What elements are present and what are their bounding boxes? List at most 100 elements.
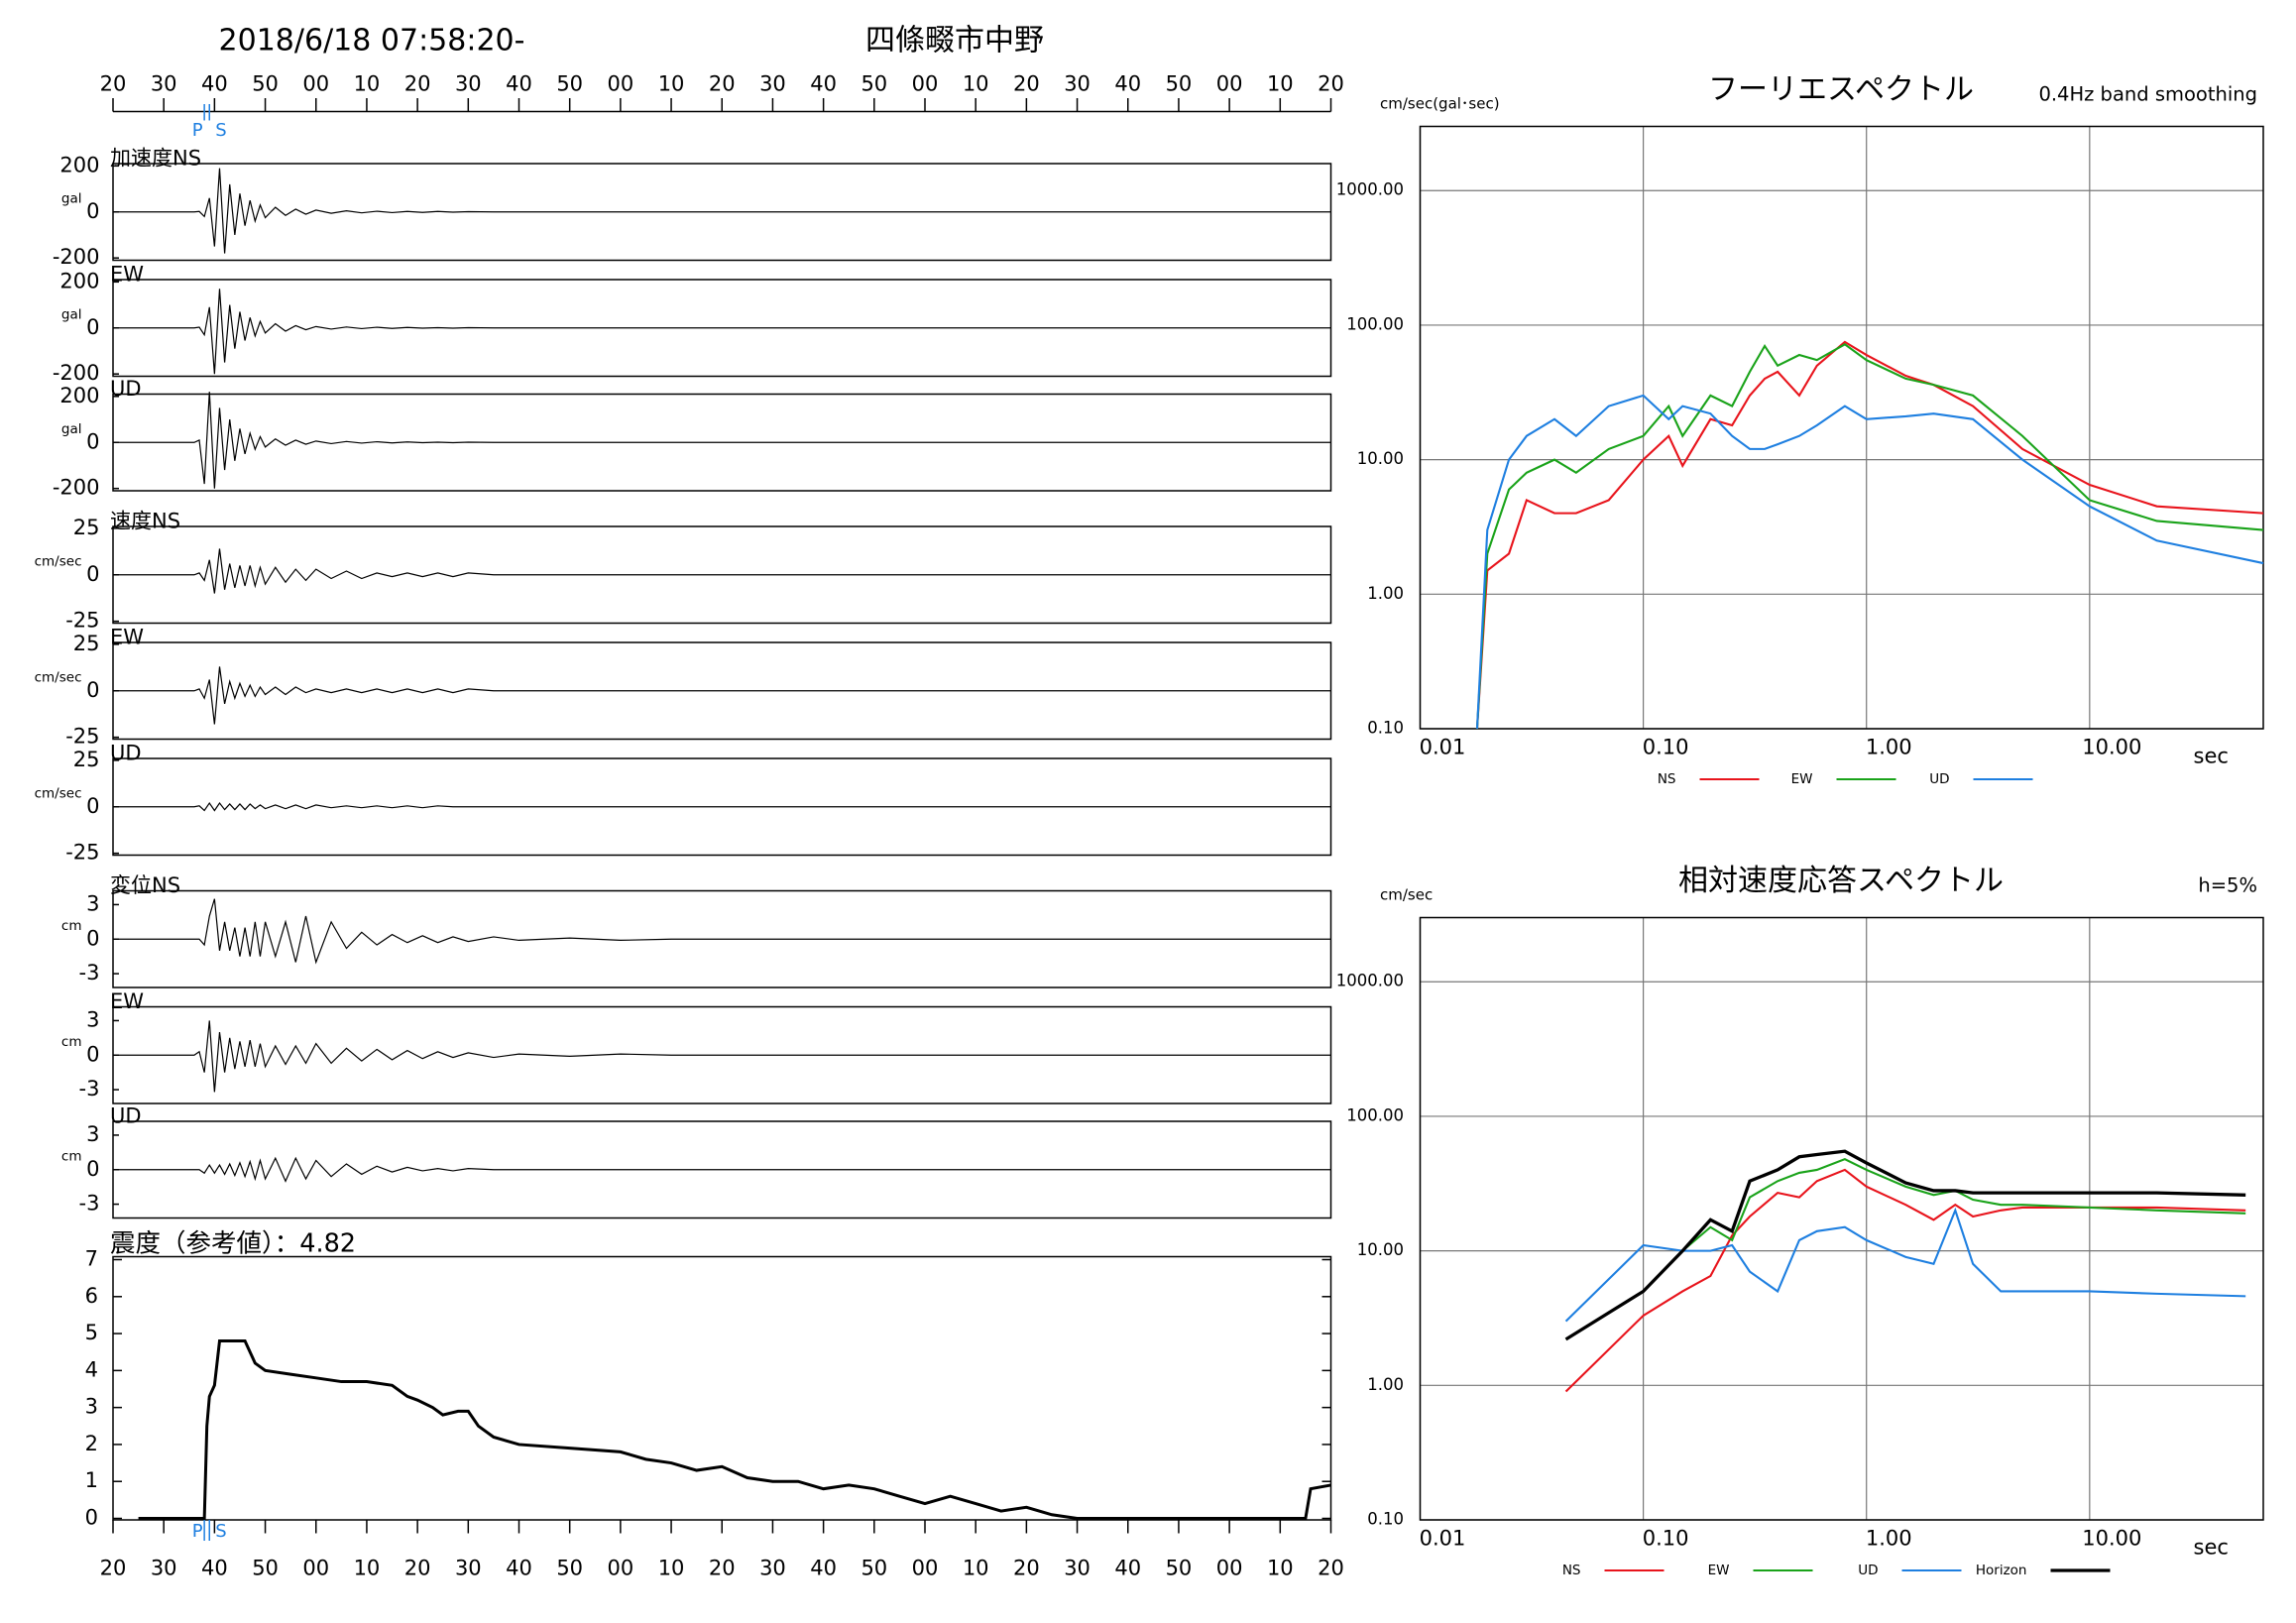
legend-label: NS xyxy=(1562,1563,1581,1578)
x-tick-label: 40 xyxy=(201,1557,228,1580)
unit-label: gal xyxy=(61,190,82,206)
legend-label: NS xyxy=(1658,771,1676,787)
x-tick-label: 40 xyxy=(506,72,532,96)
y-tick-label: 0 xyxy=(86,199,99,223)
x-axis-label: sec xyxy=(2194,1536,2229,1560)
panel-label: UD xyxy=(110,1104,142,1128)
legend-label: UD xyxy=(1929,771,1949,787)
x-tick-label: 20 xyxy=(404,1557,431,1580)
x-tick-label: 00 xyxy=(1216,72,1243,96)
y-tick-label: 1.00 xyxy=(1367,584,1404,603)
y-axis-label: cm/sec xyxy=(1380,886,1433,904)
legend-label: EW xyxy=(1791,771,1813,787)
series-line xyxy=(1564,1158,2246,1340)
x-tick-label: 00 xyxy=(912,72,939,96)
series-line xyxy=(1564,1168,2246,1393)
phase-label: P xyxy=(192,120,203,141)
x-tick-label: 20 xyxy=(1013,72,1040,96)
waveform-trace xyxy=(113,801,1331,812)
chart-subtitle: 0.4Hz band smoothing xyxy=(2038,83,2257,106)
y-tick-label: 25 xyxy=(73,516,100,539)
x-tick-label: 20 xyxy=(404,72,431,96)
phase-label: S xyxy=(215,1521,226,1542)
x-tick-label: 50 xyxy=(1166,72,1193,96)
chart-title: 震度（参考値）：4.82 xyxy=(110,1229,356,1259)
x-tick-label: 50 xyxy=(556,1557,583,1580)
panel-label: EW xyxy=(110,626,144,649)
x-tick-label: 0.01 xyxy=(1420,736,1466,759)
x-tick-label: 20 xyxy=(1013,1557,1040,1580)
plot-frame xyxy=(1419,916,2264,1521)
y-tick-label: 0.10 xyxy=(1367,1510,1404,1529)
y-tick-label: -3 xyxy=(79,1192,100,1216)
x-tick-label: 40 xyxy=(1114,72,1141,96)
y-tick-label: 3 xyxy=(86,1122,99,1146)
unit-label: cm xyxy=(61,1034,82,1050)
x-tick-label: 40 xyxy=(810,72,837,96)
x-tick-label: 20 xyxy=(1318,1557,1344,1580)
y-tick-label: 1000.00 xyxy=(1336,972,1404,990)
y-tick-label: 1000.00 xyxy=(1336,180,1404,199)
x-tick-label: 30 xyxy=(759,72,786,96)
y-tick-label: 100.00 xyxy=(1346,314,1404,333)
x-tick-label: 30 xyxy=(455,72,482,96)
x-tick-label: 00 xyxy=(1216,1557,1243,1580)
x-tick-label: 0.10 xyxy=(1643,736,1689,759)
waveform-trace xyxy=(113,1156,1331,1183)
y-tick-label: 25 xyxy=(73,748,100,771)
x-tick-label: 10 xyxy=(1267,1557,1294,1580)
unit-label: cm/sec xyxy=(35,669,82,685)
x-tick-label: 40 xyxy=(1114,1557,1141,1580)
waveform-trace xyxy=(113,666,1331,725)
y-tick-label: 0 xyxy=(86,315,99,339)
x-tick-label: 00 xyxy=(608,1557,634,1580)
x-tick-label: 1.00 xyxy=(1866,736,1912,759)
y-tick-label: 0 xyxy=(86,926,99,950)
x-tick-label: 50 xyxy=(252,1557,279,1580)
x-tick-label: 30 xyxy=(455,1557,482,1580)
waveform-trace xyxy=(113,1020,1331,1093)
x-tick-label: 40 xyxy=(201,72,228,96)
series-line xyxy=(1564,1149,2246,1341)
y-tick-label: -3 xyxy=(79,1077,100,1101)
y-tick-label: -200 xyxy=(53,245,100,269)
y-tick-label: -25 xyxy=(65,609,99,633)
y-tick-label: -25 xyxy=(65,841,99,865)
y-tick-label: 200 xyxy=(59,384,99,407)
x-tick-label: 10 xyxy=(963,72,989,96)
panel-label: 変位NS xyxy=(110,873,180,897)
y-tick-label: 10.00 xyxy=(1357,449,1404,468)
unit-label: gal xyxy=(61,306,82,322)
y-tick-label: 10.00 xyxy=(1357,1240,1404,1259)
y-tick-label: 0 xyxy=(86,1042,99,1066)
panel-frame xyxy=(112,1255,1332,1521)
y-tick-label: 3 xyxy=(86,891,99,915)
panel-label: 加速度NS xyxy=(110,147,201,171)
panel-label: UD xyxy=(110,742,142,765)
waveform-trace xyxy=(113,289,1331,375)
x-tick-label: 10 xyxy=(1267,72,1294,96)
chart-title: 相対速度応答スペクトル xyxy=(1678,864,2004,898)
y-tick-label: 0 xyxy=(85,1506,98,1530)
intensity-line xyxy=(138,1339,1331,1521)
y-tick-label: 0 xyxy=(86,794,99,818)
y-tick-label: 0 xyxy=(86,678,99,702)
y-tick-label: 5 xyxy=(85,1321,98,1344)
x-tick-label: 10.00 xyxy=(2082,1527,2141,1551)
legend-label: UD xyxy=(1858,1563,1878,1578)
chart-subtitle: h=5% xyxy=(2198,874,2257,897)
x-tick-label: 10 xyxy=(354,72,381,96)
x-tick-label: 20 xyxy=(1318,72,1344,96)
y-tick-label: -3 xyxy=(79,961,100,985)
x-tick-label: 50 xyxy=(1166,1557,1193,1580)
y-tick-label: 1 xyxy=(85,1468,98,1492)
legend-label: Horizon xyxy=(1976,1563,2027,1578)
panel-label: EW xyxy=(110,989,144,1013)
x-tick-label: 50 xyxy=(556,72,583,96)
series-line xyxy=(1475,343,2264,730)
unit-label: gal xyxy=(61,421,82,437)
x-tick-label: 50 xyxy=(252,72,279,96)
waveform-trace xyxy=(113,898,1331,965)
x-tick-label: 20 xyxy=(709,72,736,96)
